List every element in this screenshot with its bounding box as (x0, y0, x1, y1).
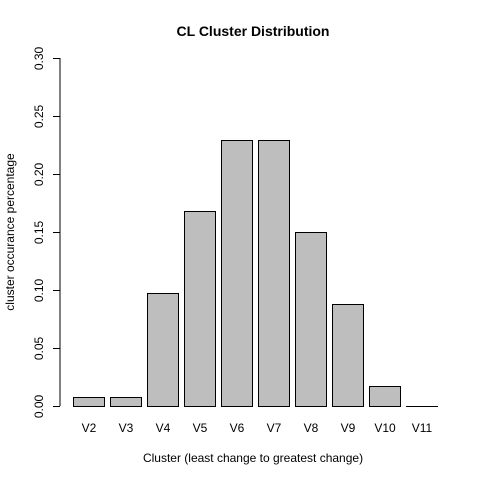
y-tick-label: 0.10 (32, 278, 46, 302)
x-tick-label: V11 (412, 421, 433, 435)
x-tick-label: V10 (374, 421, 396, 435)
x-tick-label: V9 (341, 421, 356, 435)
y-tick-label: 0.15 (32, 220, 46, 244)
bar-v9 (332, 304, 364, 407)
bars-group (73, 140, 438, 407)
x-tick-label: V7 (267, 421, 282, 435)
bar-v4 (147, 293, 179, 407)
y-axis-label: cluster occurance percentage (3, 153, 17, 311)
bar-v10 (369, 386, 401, 407)
y-tick-label: 0.20 (32, 162, 46, 186)
y-tick-label: 0.30 (32, 46, 46, 70)
x-tick-label: V4 (156, 421, 171, 435)
x-axis-labels: V2 V3 V4 V5 V6 V7 V8 V9 V10 V11 (82, 421, 433, 435)
x-tick-label: V5 (193, 421, 208, 435)
y-tick-label: 0.00 (32, 394, 46, 418)
x-tick-label: V8 (304, 421, 319, 435)
y-tick-label: 0.05 (32, 336, 46, 360)
x-tick-label: V6 (230, 421, 245, 435)
x-axis-label: Cluster (least change to greatest change… (143, 451, 363, 465)
x-tick-label: V2 (82, 421, 97, 435)
y-axis-ticks: 0.00 0.05 0.10 0.15 0.20 0.25 0.30 (32, 46, 60, 418)
bar-v6 (221, 140, 253, 407)
bar-v3 (110, 397, 142, 407)
bar-v2 (73, 397, 105, 407)
bar-v5 (184, 211, 216, 407)
bar-v7 (258, 140, 290, 407)
y-tick-label: 0.25 (32, 104, 46, 128)
chart-title: CL Cluster Distribution (177, 23, 330, 39)
x-tick-label: V3 (119, 421, 134, 435)
bar-v8 (295, 232, 327, 407)
